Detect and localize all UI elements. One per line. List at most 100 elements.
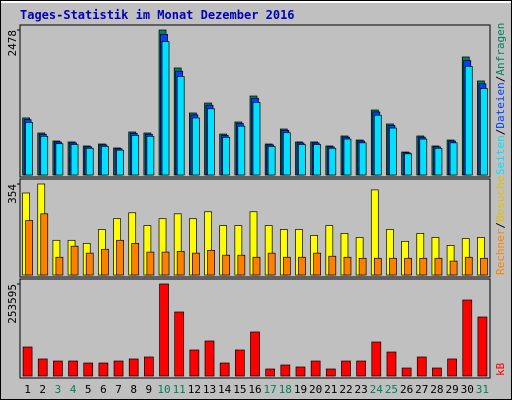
bar [298,256,306,276]
bar [53,360,63,377]
bar [298,144,306,176]
x-tick-label: 13 [203,383,216,396]
bar [389,257,397,276]
bar [477,316,488,377]
x-tick-label: 29 [445,383,458,396]
x-tick-label: 30 [461,383,474,396]
bar [25,122,33,176]
bar [22,346,33,377]
bar [343,138,352,176]
bar [40,135,49,176]
bar [265,368,276,377]
bar [237,125,246,176]
bar [267,146,276,176]
x-tick-label: 7 [115,383,122,396]
bar [68,360,78,377]
bar [85,147,94,176]
bar [328,147,337,176]
bar [37,358,48,377]
bar [252,256,261,276]
x-tick-label: 6 [100,383,107,396]
x-tick-label: 4 [70,383,77,396]
bar [419,138,428,176]
bar [234,349,245,377]
x-tick-label: 23 [355,383,368,396]
legend-entry: Seiten [494,135,507,175]
x-tick-label: 5 [85,383,92,396]
bar [146,251,155,276]
bar [416,356,427,377]
bar [464,256,473,276]
bar [131,243,140,276]
bar [419,257,428,276]
x-tick-label: 28 [430,383,443,396]
x-tick-label: 14 [218,383,232,396]
legend-entry: kB [494,362,507,376]
bar [371,341,382,377]
bar [128,358,139,377]
bar [325,368,336,377]
bar [144,356,154,377]
bar [176,76,185,176]
bar [434,147,443,176]
bar [432,367,442,377]
x-tick-label: 1 [24,383,31,396]
bar [222,136,231,176]
bar [252,101,261,176]
bar [462,299,473,377]
x-tick-label: 10 [157,383,170,396]
bar [480,88,488,176]
chart-title: Tages-Statistik im Monat Dezember 2016 [20,8,295,22]
bar [116,239,124,276]
bar [174,311,185,377]
bar [295,366,306,377]
bar [386,351,397,377]
bar [176,251,185,276]
bar [85,252,94,276]
bar [480,257,488,276]
bevel [1,1,511,3]
bar [280,364,291,377]
y-tick-label: 253595 [6,284,19,324]
x-tick-label: 17 [264,383,277,396]
bar [404,257,412,276]
legend-separator: / [494,129,507,136]
x-tick-label: 18 [279,383,292,396]
bar [313,144,321,176]
bar [389,127,397,176]
bar [207,108,215,176]
x-tick-label: 24 [370,383,384,396]
x-tick-label: 12 [188,383,201,396]
x-tick-label: 2 [39,383,46,396]
bar [401,367,412,377]
bar [434,257,443,276]
x-tick-label: 25 [385,383,398,396]
bar [341,360,351,377]
bar [70,144,79,176]
bar [161,251,170,276]
bar [310,360,321,377]
legend: Seiten/Dateien/Anfragen [494,23,507,175]
legend-separator: / [494,222,507,229]
legend: kB [494,362,507,376]
bar [101,248,109,276]
bar [222,254,231,276]
bar [25,220,33,276]
x-tick-label: 9 [146,383,153,396]
bar [83,362,94,377]
bar [189,349,200,377]
bar [250,331,260,377]
x-tick-label: 11 [173,383,186,396]
bar [373,114,382,176]
bar [356,360,366,377]
legend: Rechner/Besuche [494,176,507,275]
bar [192,117,200,176]
bar [447,358,457,377]
bar [464,66,473,176]
bar [449,260,458,276]
legend-entry: Dateien [494,82,507,128]
bar [313,252,321,276]
bar [116,149,124,176]
bar [267,252,276,276]
